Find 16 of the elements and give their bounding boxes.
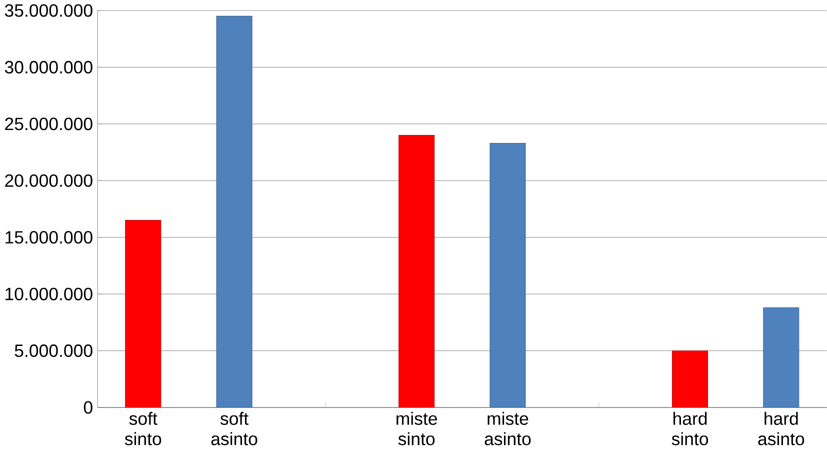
x-tick-label: soft sinto [124, 412, 162, 445]
y-tick-label: 5.000.000 [14, 344, 92, 357]
x-tick-label: soft asinto [211, 412, 258, 445]
y-tick-label: 15.000.000 [6, 230, 92, 244]
x-tick-label: miste asinto [484, 412, 531, 446]
y-tick-label: 20.000.000 [5, 174, 92, 187]
x-tick-label: hard sinto [672, 412, 708, 446]
y-tick-label: 10.000.000 [6, 287, 92, 300]
x-tick-label: hard asinto [758, 412, 804, 446]
y-tick-label: 0 [84, 400, 92, 414]
bar [398, 134, 435, 408]
x-tick-label: miste sinto [396, 412, 438, 446]
bar [763, 307, 800, 408]
y-tick-label: 30.000.000 [4, 60, 92, 74]
y-tick-label: 25.000.000 [5, 117, 92, 130]
y-tick-label: 35.000.000 [4, 4, 92, 17]
